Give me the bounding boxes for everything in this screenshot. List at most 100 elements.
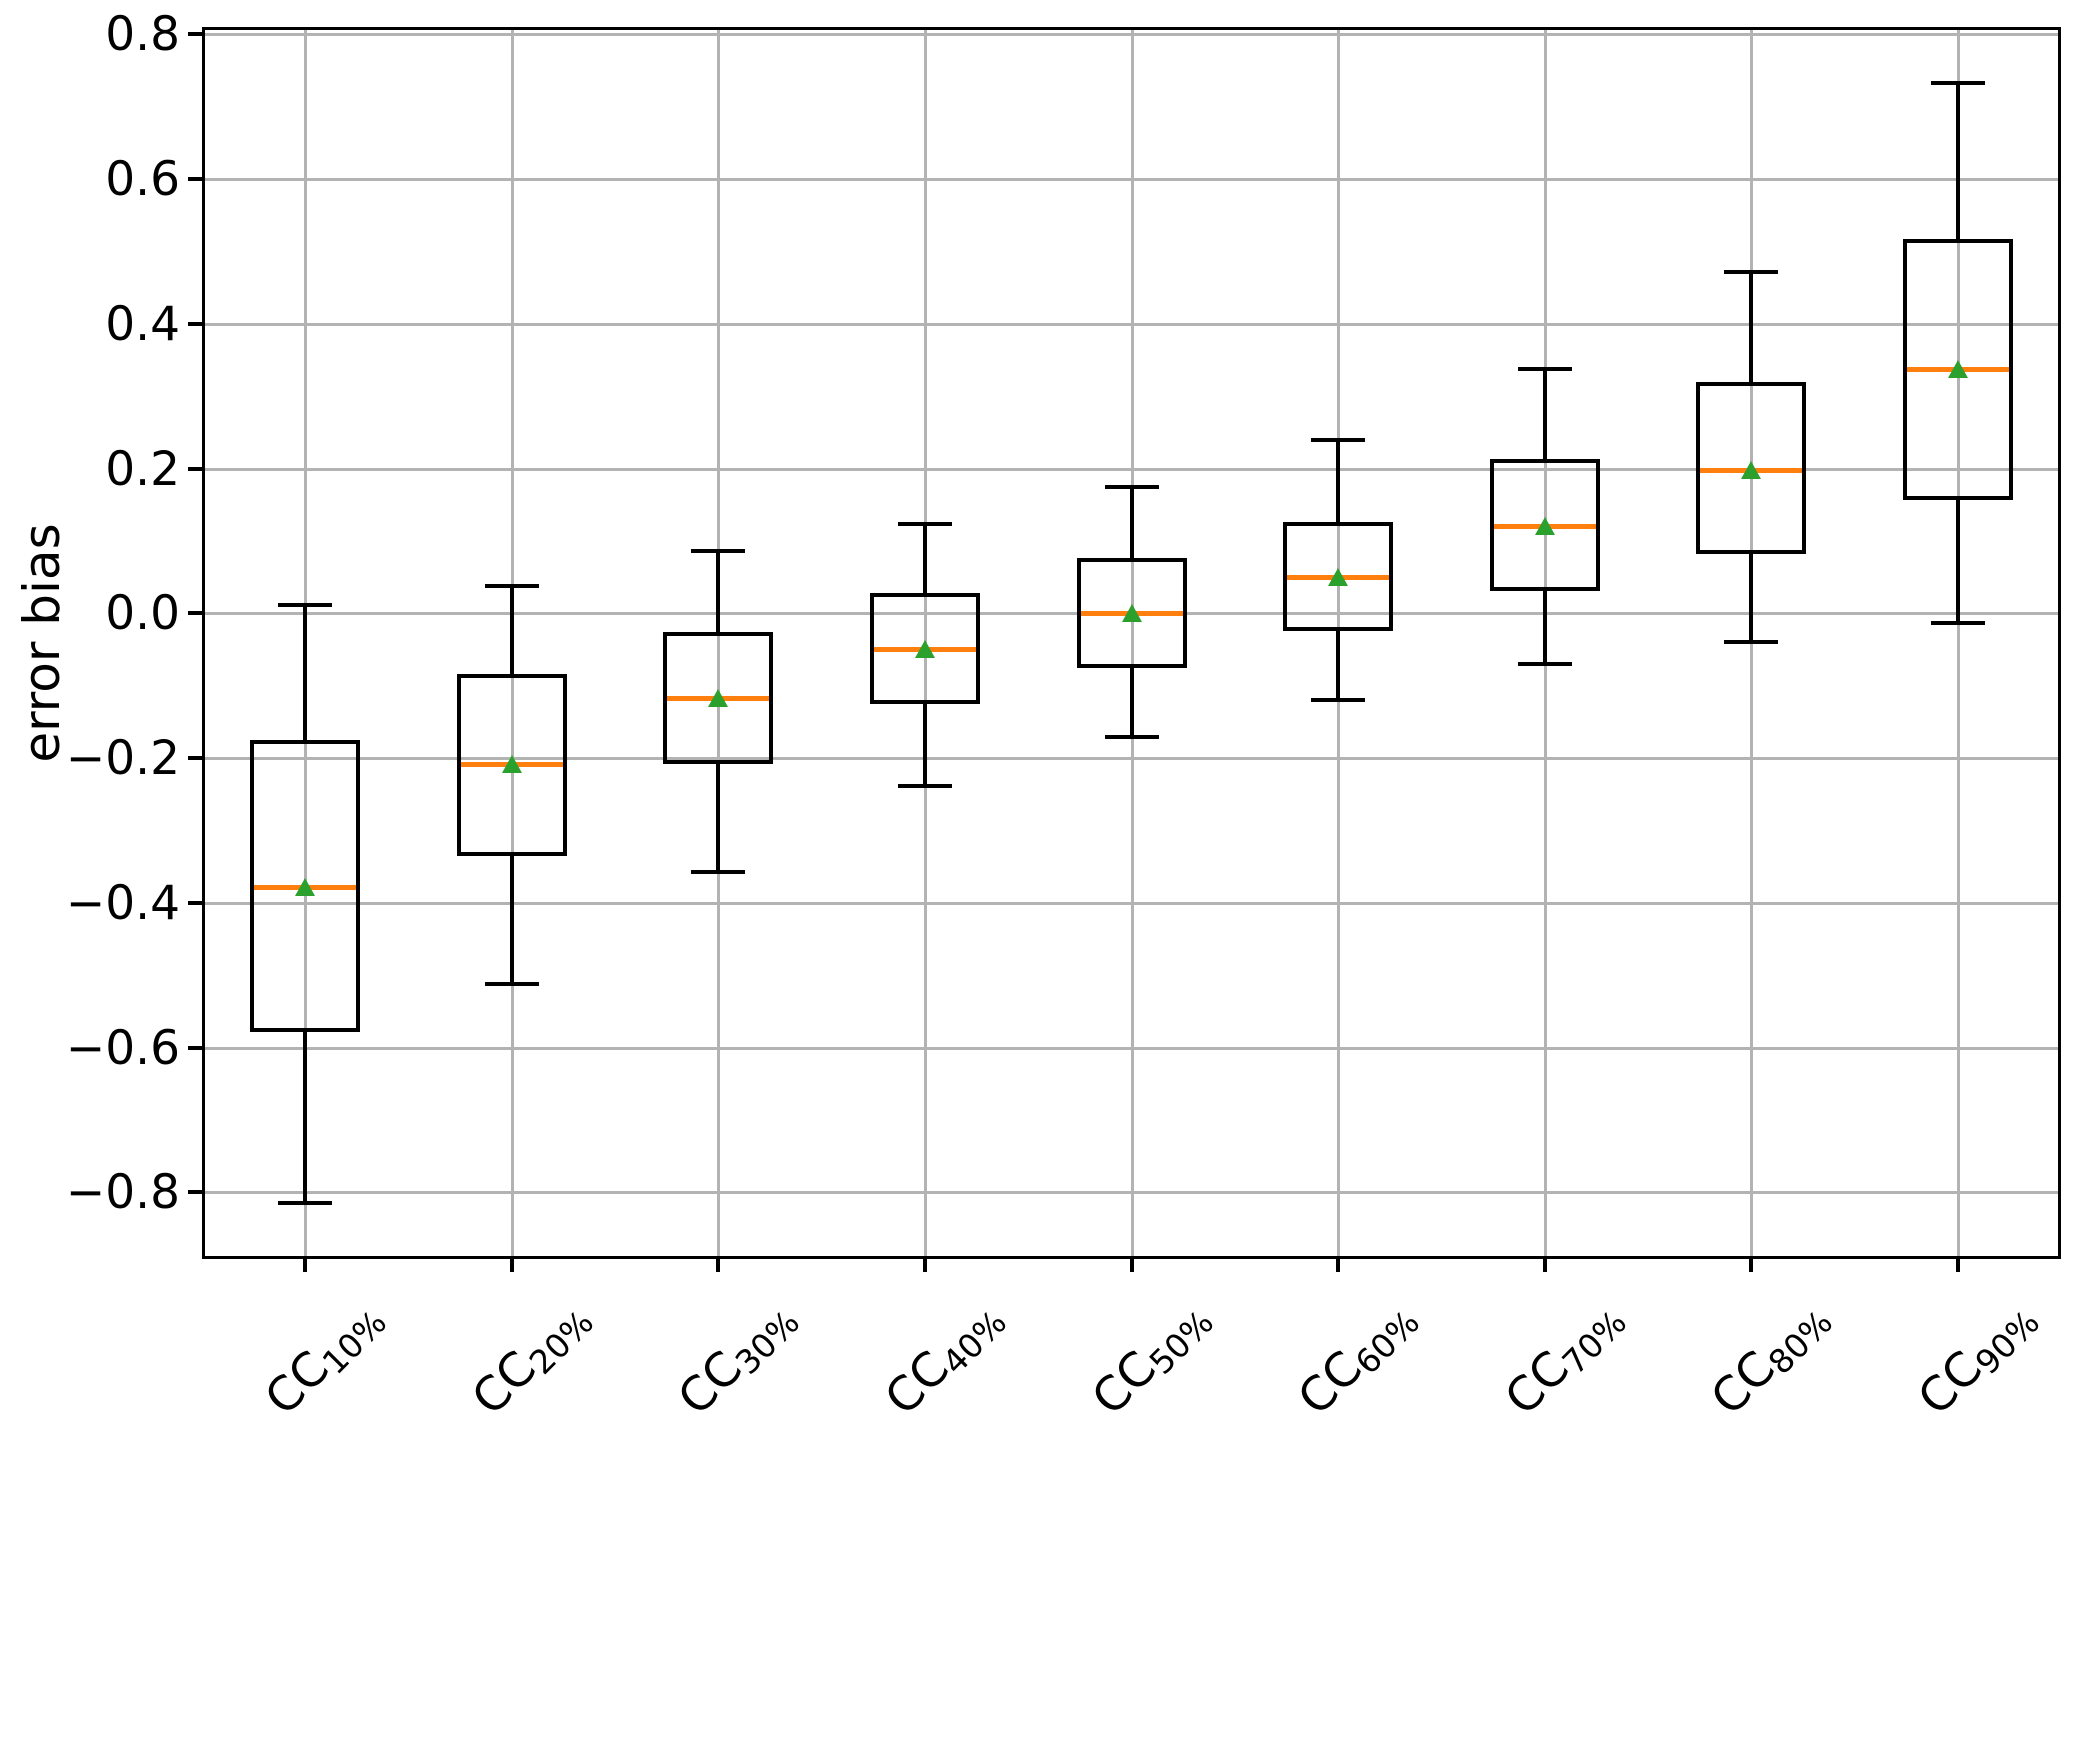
whisker-lower: [1956, 498, 1960, 623]
gridline-horizontal: [205, 323, 2058, 326]
x-tick-label: CC70%: [1171, 1291, 1634, 1753]
x-axis-tick: [1749, 1259, 1753, 1272]
box: [1696, 382, 1806, 554]
mean-marker: [915, 640, 935, 658]
y-axis-tick: [188, 177, 202, 181]
x-tick-label: CC90%: [1584, 1291, 2047, 1753]
mean-marker: [1948, 360, 1968, 378]
whisker-upper: [1543, 369, 1547, 461]
y-tick-label: 0.6: [105, 152, 180, 207]
gridline-horizontal: [205, 33, 2058, 36]
gridline-horizontal: [205, 1047, 2058, 1050]
x-tick-label: CC40%: [551, 1291, 1014, 1753]
mean-marker: [1122, 604, 1142, 622]
whisker-cap-lower: [278, 1201, 332, 1205]
y-tick-label: 0.4: [105, 297, 180, 352]
whisker-lower: [1130, 666, 1134, 737]
whisker-upper: [303, 605, 307, 742]
plot-area: [202, 27, 2061, 1259]
x-axis-tick: [1956, 1259, 1960, 1272]
mean-marker: [502, 755, 522, 773]
whisker-lower: [1336, 629, 1340, 700]
whisker-lower: [1543, 589, 1547, 664]
whisker-cap-upper: [1311, 438, 1365, 442]
gridline-horizontal: [205, 1191, 2058, 1194]
whisker-cap-upper: [485, 584, 539, 588]
whisker-cap-upper: [1931, 81, 1985, 85]
y-axis-tick: [188, 32, 202, 36]
box: [250, 740, 360, 1032]
gridline-horizontal: [205, 178, 2058, 181]
x-axis-tick: [1543, 1259, 1547, 1272]
gridline-horizontal: [205, 468, 2058, 471]
whisker-lower: [923, 702, 927, 786]
whisker-cap-upper: [278, 603, 332, 607]
y-tick-label: 0.8: [105, 7, 180, 62]
gridline-vertical: [717, 30, 720, 1256]
y-tick-label: 0.0: [105, 586, 180, 641]
y-axis-tick: [188, 322, 202, 326]
mean-marker: [1328, 568, 1348, 586]
whisker-cap-lower: [898, 784, 952, 788]
y-tick-label: −0.6: [65, 1021, 180, 1076]
gridline-horizontal: [205, 757, 2058, 760]
y-axis-tick: [188, 1046, 202, 1050]
x-axis-tick: [1130, 1259, 1134, 1272]
whisker-upper: [1336, 440, 1340, 524]
x-axis-tick: [923, 1259, 927, 1272]
y-axis-tick: [188, 467, 202, 471]
y-tick-label: −0.8: [65, 1165, 180, 1220]
mean-marker: [708, 689, 728, 707]
x-tick-label: CC80%: [1377, 1291, 1840, 1753]
whisker-cap-upper: [1724, 270, 1778, 274]
y-axis-tick: [188, 756, 202, 760]
whisker-cap-lower: [1518, 662, 1572, 666]
whisker-lower: [303, 1030, 307, 1203]
mean-marker: [295, 878, 315, 896]
whisker-upper: [1956, 83, 1960, 241]
x-axis-tick: [1336, 1259, 1340, 1272]
whisker-upper: [923, 524, 927, 595]
whisker-lower: [1749, 552, 1753, 642]
y-tick-label: 0.2: [105, 442, 180, 497]
x-tick-label: CC60%: [964, 1291, 1427, 1753]
x-tick-label: CC20%: [138, 1291, 601, 1753]
box: [1903, 239, 2013, 500]
whisker-cap-upper: [691, 549, 745, 553]
mean-marker: [1741, 461, 1761, 479]
whisker-cap-lower: [1724, 640, 1778, 644]
x-tick-label: CC30%: [344, 1291, 807, 1753]
whisker-cap-lower: [1931, 621, 1985, 625]
box: [870, 593, 980, 704]
box: [457, 674, 567, 856]
whisker-upper: [1749, 272, 1753, 384]
y-tick-label: −0.2: [65, 731, 180, 786]
box: [1283, 522, 1393, 631]
y-axis-tick: [188, 611, 202, 615]
y-axis-tick: [188, 1190, 202, 1194]
x-axis-tick: [510, 1259, 514, 1272]
whisker-upper: [716, 551, 720, 634]
whisker-upper: [1130, 487, 1134, 560]
whisker-cap-lower: [691, 870, 745, 874]
whisker-cap-upper: [1518, 367, 1572, 371]
gridline-horizontal: [205, 902, 2058, 905]
y-axis-label: error bias: [13, 523, 71, 763]
boxplot-figure: error bias 0.8 0.6 0.4 0.2 0.0 −0.2 −0.4 −0.6 −0…: [13, 7, 2061, 1427]
whisker-cap-lower: [1311, 698, 1365, 702]
whisker-lower: [510, 854, 514, 984]
whisker-cap-upper: [1105, 485, 1159, 489]
y-tick-label: −0.4: [65, 876, 180, 931]
whisker-cap-lower: [485, 982, 539, 986]
whisker-upper: [510, 586, 514, 676]
x-axis-tick: [303, 1259, 307, 1272]
mean-marker: [1535, 517, 1555, 535]
y-axis-tick: [188, 901, 202, 905]
gridline-vertical: [1131, 30, 1134, 1256]
whisker-lower: [716, 762, 720, 872]
box: [1490, 459, 1600, 591]
box: [1077, 558, 1187, 668]
x-axis-tick: [716, 1259, 720, 1272]
box: [663, 632, 773, 764]
whisker-cap-upper: [898, 522, 952, 526]
